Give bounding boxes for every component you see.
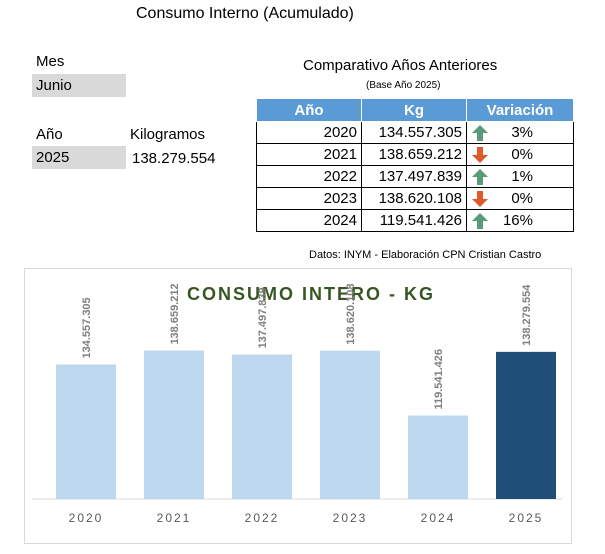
header-kg: Kg — [361, 98, 467, 122]
value-label-2020: 134.557.305 — [81, 297, 93, 358]
comparativo-table: Año Kg Variación 2020 134.557.305 3% 2021 13… — [256, 98, 574, 232]
tick-label-2024: 2024 — [421, 511, 456, 525]
table-row: 2023 138.620.108 0% — [256, 187, 574, 210]
tick-label-2023: 2023 — [333, 511, 368, 525]
value-label-2023: 138.620.108 — [345, 284, 357, 345]
cell-year: 2021 — [256, 143, 362, 166]
chart-title: CONSUMO INTERO - KG — [187, 284, 435, 304]
anio-label: Año — [36, 126, 63, 143]
bar-2022 — [232, 354, 292, 499]
cell-variation: 0% — [511, 190, 533, 207]
cell-variation: 3% — [511, 124, 533, 141]
bar-2023 — [320, 350, 380, 499]
cell-year: 2022 — [256, 165, 362, 188]
source-note: Datos: INYM - Elaboración CPN Cristian C… — [309, 249, 542, 261]
bar-2024 — [408, 415, 468, 499]
kg-label: Kilogramos — [130, 126, 206, 143]
cell-kg: 137.497.839 — [361, 165, 467, 188]
cell-variation: 1% — [511, 168, 533, 185]
tick-label-2022: 2022 — [245, 511, 280, 525]
mes-cell[interactable]: Junio — [32, 74, 126, 97]
tick-label-2025: 2025 — [509, 511, 544, 525]
cell-year: 2020 — [256, 121, 362, 144]
bar-chart: 134.557.305 2020 138.659.212 2021 137.497.83… — [32, 283, 562, 525]
cell-variation: 16% — [502, 212, 533, 229]
tick-label-2020: 2020 — [69, 511, 104, 525]
page-title: Consumo Interno (Acumulado) — [136, 5, 354, 22]
table-row: 2020 134.557.305 3% — [256, 121, 574, 144]
comparativo-title: Comparativo Años Anteriores — [303, 57, 498, 74]
bar-2020 — [56, 364, 116, 499]
arrow-down-icon — [472, 146, 488, 163]
cell-kg: 138.620.108 — [361, 187, 467, 210]
header-variacion: Variación — [466, 98, 574, 122]
mes-label: Mes — [36, 53, 65, 70]
table-row: 2024 119.541.426 16% — [256, 209, 574, 232]
table-row: 2021 138.659.212 0% — [256, 143, 574, 166]
arrow-down-icon — [472, 190, 488, 207]
bar-2025 — [496, 351, 556, 499]
comparativo-subtitle: (Base Año 2025) — [366, 80, 441, 91]
cell-year: 2023 — [256, 187, 362, 210]
value-label-2024: 119.541.426 — [433, 349, 445, 410]
cell-kg: 134.557.305 — [361, 121, 467, 144]
cell-kg: 119.541.426 — [361, 209, 467, 232]
table-row: 2022 137.497.839 1% — [256, 165, 574, 188]
value-label-2025: 138.279.554 — [521, 284, 533, 346]
tick-label-2021: 2021 — [157, 511, 192, 525]
arrow-up-icon — [472, 212, 488, 229]
anio-cell[interactable]: 2025 — [32, 146, 126, 169]
cell-year: 2024 — [256, 209, 362, 232]
bar-2021 — [144, 350, 204, 499]
value-label-2021: 138.659.212 — [169, 283, 181, 344]
kg-value: 138.279.554 — [132, 150, 216, 167]
arrow-up-icon — [472, 124, 488, 141]
header-anio: Año — [256, 98, 362, 122]
cell-variation: 0% — [511, 146, 533, 163]
arrow-up-icon — [472, 168, 488, 185]
cell-kg: 138.659.212 — [361, 143, 467, 166]
value-label-2022: 137.497.839 — [257, 287, 269, 348]
